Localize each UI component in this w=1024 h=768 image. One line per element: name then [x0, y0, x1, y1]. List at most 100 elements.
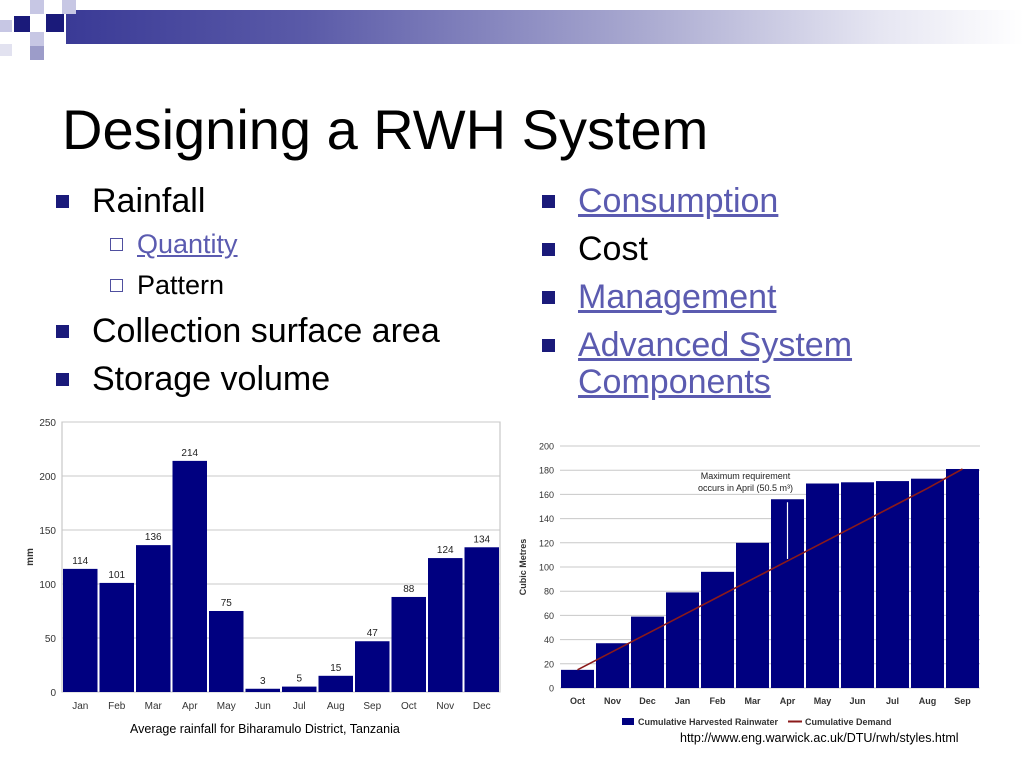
harvested-bar [596, 643, 629, 688]
source-url-caption: http://www.eng.warwick.ac.uk/DTU/rwh/sty… [680, 731, 959, 745]
harvested-bar [736, 542, 769, 688]
quantity-link[interactable]: Quantity [137, 229, 238, 259]
bullet-management[interactable]: Management [542, 278, 777, 316]
x-tick-label: Mar [145, 701, 163, 712]
rainfall-bar [428, 558, 463, 692]
y-axis-label: mm [25, 548, 36, 566]
bar-value-label: 101 [108, 570, 125, 581]
bullet-label: Cost [578, 230, 648, 268]
x-tick-label: Sep [954, 696, 971, 706]
decor-square [0, 20, 12, 32]
harvested-bar [911, 478, 944, 688]
y-tick-label: 50 [45, 634, 57, 645]
x-tick-label: Jan [675, 696, 691, 706]
management-link[interactable]: Management [578, 278, 777, 316]
rainfall-bar [391, 596, 426, 692]
decor-square [30, 0, 44, 14]
bullet-collection-surface-area: Collection surface area [56, 312, 440, 350]
y-tick-label: 40 [544, 635, 554, 645]
harvested-bar [876, 481, 909, 688]
x-tick-label: Jan [72, 701, 88, 712]
bar-value-label: 124 [437, 545, 454, 556]
x-tick-label: May [217, 701, 236, 712]
rainfall-bar-chart: 0 50 100 150 200 250 114 Jan 101 Feb 136 Mar 214 Apr 7… [25, 418, 501, 712]
bar-value-label: 75 [221, 598, 233, 609]
bar-value-label: 114 [72, 556, 88, 567]
bullet-label: Rainfall [92, 182, 206, 220]
x-tick-label: Jul [293, 701, 306, 712]
bar-value-label: 47 [367, 628, 379, 639]
y-tick-label: 200 [539, 442, 554, 452]
y-tick-label: 140 [539, 514, 554, 524]
y-axis-label: Cubic Metres [518, 539, 528, 596]
x-tick-label: Jul [886, 696, 899, 706]
decor-square [30, 32, 44, 46]
advanced-system-components-line2[interactable]: Components [578, 363, 771, 401]
harvested-bar [701, 571, 734, 688]
header-gradient-bar [66, 10, 1024, 44]
advanced-system-link-line2[interactable]: Components [578, 363, 771, 401]
y-tick-label: 100 [39, 580, 56, 591]
hollow-square-icon [110, 238, 123, 251]
consumption-link[interactable]: Consumption [578, 182, 779, 220]
harvested-bar [841, 482, 874, 688]
rainfall-bar [99, 582, 134, 692]
hollow-square-icon [110, 279, 123, 292]
annotation-line1: Maximum requirement [701, 471, 791, 481]
bullet-advanced-system-components[interactable]: Advanced System [542, 326, 853, 364]
harvested-bar [806, 483, 839, 688]
rainfall-bar [209, 611, 244, 692]
y-tick-label: 180 [539, 466, 554, 476]
x-tick-label: Nov [436, 701, 454, 712]
demand-line [577, 468, 963, 671]
x-tick-label: Feb [108, 701, 126, 712]
decor-square [0, 44, 12, 56]
x-tick-label: Jun [255, 701, 271, 712]
decor-square [0, 0, 10, 10]
rainfall-chart-caption: Average rainfall for Biharamulo District… [130, 722, 400, 736]
x-tick-label: Nov [604, 696, 621, 706]
bullet-storage-volume: Storage volume [56, 360, 330, 398]
legend-label-demand: Cumulative Demand [805, 717, 892, 727]
x-tick-label: Mar [744, 696, 761, 706]
bullet-cost: Cost [542, 230, 648, 268]
bar-value-label: 5 [296, 674, 302, 685]
x-tick-label: Oct [401, 701, 417, 712]
pattern-label: Pattern [137, 270, 225, 300]
harvested-bar [946, 468, 979, 688]
harvested-bar [561, 669, 594, 688]
sub-bullet-pattern: Pattern [110, 270, 225, 300]
decor-square [14, 16, 30, 32]
decor-square [46, 14, 64, 32]
bar-value-label: 3 [260, 676, 266, 687]
bar-value-label: 88 [403, 584, 415, 595]
bar-value-label: 136 [145, 532, 162, 543]
advanced-system-link-line1[interactable]: Advanced System [578, 326, 853, 364]
bullet-consumption[interactable]: Consumption [542, 182, 779, 220]
y-tick-label: 150 [39, 526, 56, 537]
plot-area [61, 421, 501, 693]
y-tick-label: 160 [539, 490, 554, 500]
y-tick-label: 60 [544, 611, 554, 621]
x-tick-label: Sep [363, 701, 381, 712]
rainfall-bar [136, 545, 171, 692]
rainfall-bar [282, 686, 317, 692]
rainfall-bar [172, 460, 207, 692]
x-tick-label: Feb [709, 696, 726, 706]
x-tick-label: Aug [919, 696, 937, 706]
x-tick-label: May [814, 696, 832, 706]
bullet-label: Collection surface area [92, 312, 440, 350]
bar-value-label: 214 [181, 448, 198, 459]
x-tick-label: Jun [849, 696, 865, 706]
bullet-square-icon [542, 291, 555, 304]
bullet-square-icon [542, 339, 555, 352]
y-tick-label: 0 [50, 688, 56, 699]
sub-bullet-quantity[interactable]: Quantity [110, 229, 238, 259]
rainfall-bar [245, 688, 280, 692]
x-tick-label: Aug [327, 701, 345, 712]
rainfall-bar [63, 568, 98, 692]
bullet-square-icon [542, 243, 555, 256]
bullet-square-icon [56, 195, 69, 208]
x-tick-label: Apr [780, 696, 796, 706]
y-tick-label: 0 [549, 684, 554, 694]
